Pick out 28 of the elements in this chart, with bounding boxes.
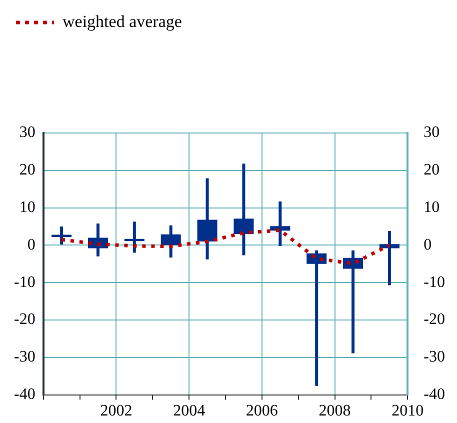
y2-tick-label: -40 (424, 386, 445, 404)
candlestick (343, 250, 364, 354)
y2-tick-label: 10 (424, 199, 440, 216)
y-tick-label: -30 (14, 348, 36, 366)
candlestick (270, 201, 290, 246)
y-tick-label: -10 (14, 274, 36, 291)
y-tick-label: 30 (19, 124, 36, 142)
candlestick (52, 226, 72, 244)
y2-tick-label: -10 (424, 274, 445, 291)
y-tick-label: -40 (14, 386, 36, 404)
x-tick-label: 2008 (318, 402, 351, 420)
y-tick-label: 10 (19, 199, 36, 216)
candlestick (197, 178, 218, 260)
x-tick-label: 2010 (392, 402, 424, 420)
y-tick-label: 20 (19, 162, 36, 179)
legend-label: weighted average (62, 12, 182, 31)
x-tick-label: 2002 (100, 402, 132, 420)
y2-tick-label: -20 (424, 311, 445, 328)
y-tick-label: -20 (14, 311, 36, 328)
candlestick (160, 225, 181, 258)
y2-tick-label: 20 (424, 162, 440, 179)
x-tick-label: 2006 (246, 402, 278, 420)
y2-tick-label: -30 (424, 348, 445, 366)
candlestick (234, 164, 254, 256)
y2-tick-label: 30 (424, 124, 440, 142)
y-tick-label: 0 (27, 236, 36, 254)
x-tick-label: 2004 (173, 402, 206, 420)
y2-tick-label: 0 (424, 236, 432, 254)
